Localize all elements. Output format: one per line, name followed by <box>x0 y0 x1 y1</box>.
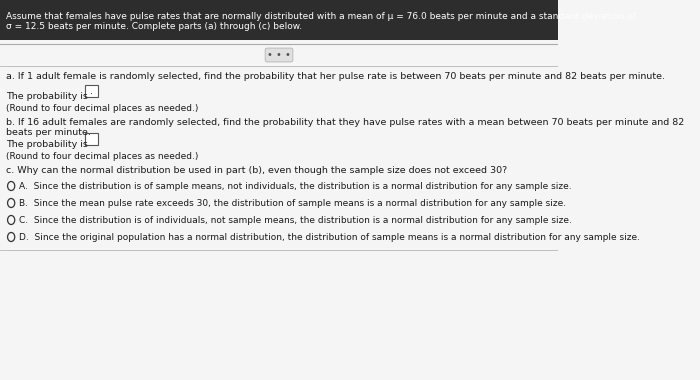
Text: b. If 16 adult females are randomly selected, find the probability that they hav: b. If 16 adult females are randomly sele… <box>6 118 685 138</box>
Text: The probability is: The probability is <box>6 140 88 149</box>
Bar <box>0 0 558 40</box>
Text: (Round to four decimal places as needed.): (Round to four decimal places as needed.… <box>6 104 199 113</box>
Text: .: . <box>90 86 93 95</box>
Text: D.  Since the original population has a normal distribution, the distribution of: D. Since the original population has a n… <box>19 233 640 242</box>
Text: a. If 1 adult female is randomly selected, find the probability that her pulse r: a. If 1 adult female is randomly selecte… <box>6 72 666 81</box>
Text: C.  Since the distribution is of individuals, not sample means, the distribution: C. Since the distribution is of individu… <box>19 216 572 225</box>
Text: Assume that females have pulse rates that are normally distributed with a mean o: Assume that females have pulse rates tha… <box>6 12 636 32</box>
Text: • • •: • • • <box>267 50 291 60</box>
Text: The probability is: The probability is <box>6 92 88 101</box>
Text: c. Why can the normal distribution be used in part (b), even though the sample s: c. Why can the normal distribution be us… <box>6 166 508 175</box>
FancyBboxPatch shape <box>85 133 98 145</box>
FancyBboxPatch shape <box>85 85 98 97</box>
Text: (Round to four decimal places as needed.): (Round to four decimal places as needed.… <box>6 152 199 161</box>
Text: A.  Since the distribution is of sample means, not individuals, the distribution: A. Since the distribution is of sample m… <box>19 182 572 191</box>
Text: B.  Since the mean pulse rate exceeds 30, the distribution of sample means is a : B. Since the mean pulse rate exceeds 30,… <box>19 199 566 208</box>
